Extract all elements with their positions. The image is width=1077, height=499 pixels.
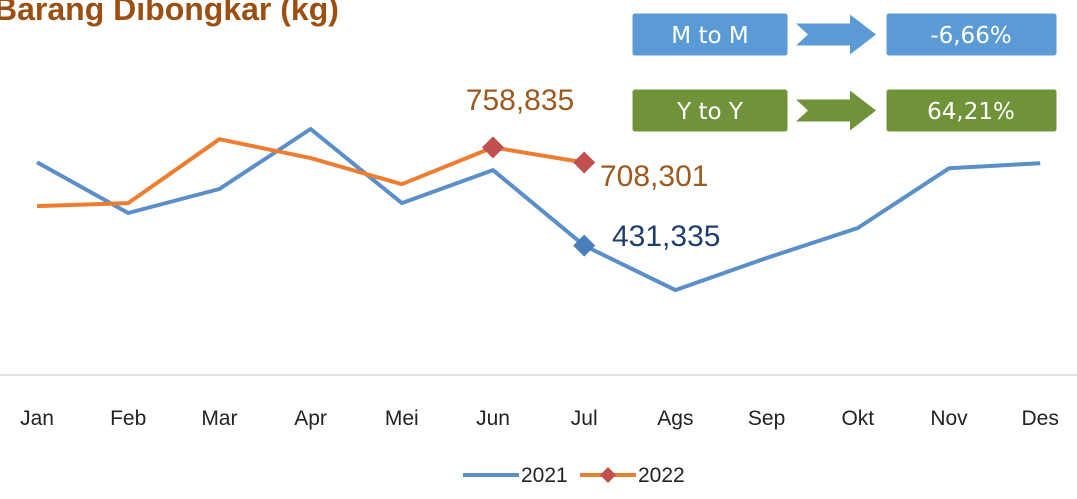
annotation-box [631, 88, 789, 133]
annotation-arrow [796, 14, 876, 55]
x-tick-label: Okt [841, 407, 874, 430]
x-tick-label: Jul [571, 407, 598, 430]
legend-label: 2022 [638, 464, 685, 487]
x-tick-label: Feb [110, 407, 146, 430]
annotation-box [631, 12, 789, 57]
data-label: 708,301 [600, 160, 708, 193]
chart-title: Barang Dibongkar (kg) [0, 0, 339, 27]
annotation-label: Y to Y [676, 99, 744, 125]
legend-label: 2021 [521, 464, 568, 487]
series-line [36, 137, 585, 209]
x-tick-label: Sep [748, 407, 785, 430]
legend-marker [600, 467, 616, 483]
annotation-value: 64,21% [927, 99, 1015, 125]
x-tick-label: Apr [294, 407, 327, 430]
series-line [36, 127, 1041, 293]
annotation-value: -6,66% [930, 23, 1011, 49]
x-tick-label: Des [1022, 407, 1059, 430]
x-tick-label: Mei [385, 407, 419, 430]
point-marker [573, 151, 596, 174]
data-label: 431,335 [612, 220, 720, 253]
annotation-value-box [885, 12, 1058, 57]
point-marker [573, 234, 596, 257]
annotation-value-box [885, 88, 1058, 133]
point-marker [482, 136, 504, 159]
x-tick-label: Mar [201, 407, 237, 430]
annotation-label: M to M [671, 23, 748, 49]
data-label: 758,835 [466, 84, 574, 117]
x-tick-label: Jun [476, 407, 510, 430]
x-tick-label: Nov [930, 407, 968, 430]
x-tick-label: Jan [20, 407, 54, 430]
x-tick-label: Ags [657, 407, 693, 430]
annotation-arrow [796, 90, 876, 131]
